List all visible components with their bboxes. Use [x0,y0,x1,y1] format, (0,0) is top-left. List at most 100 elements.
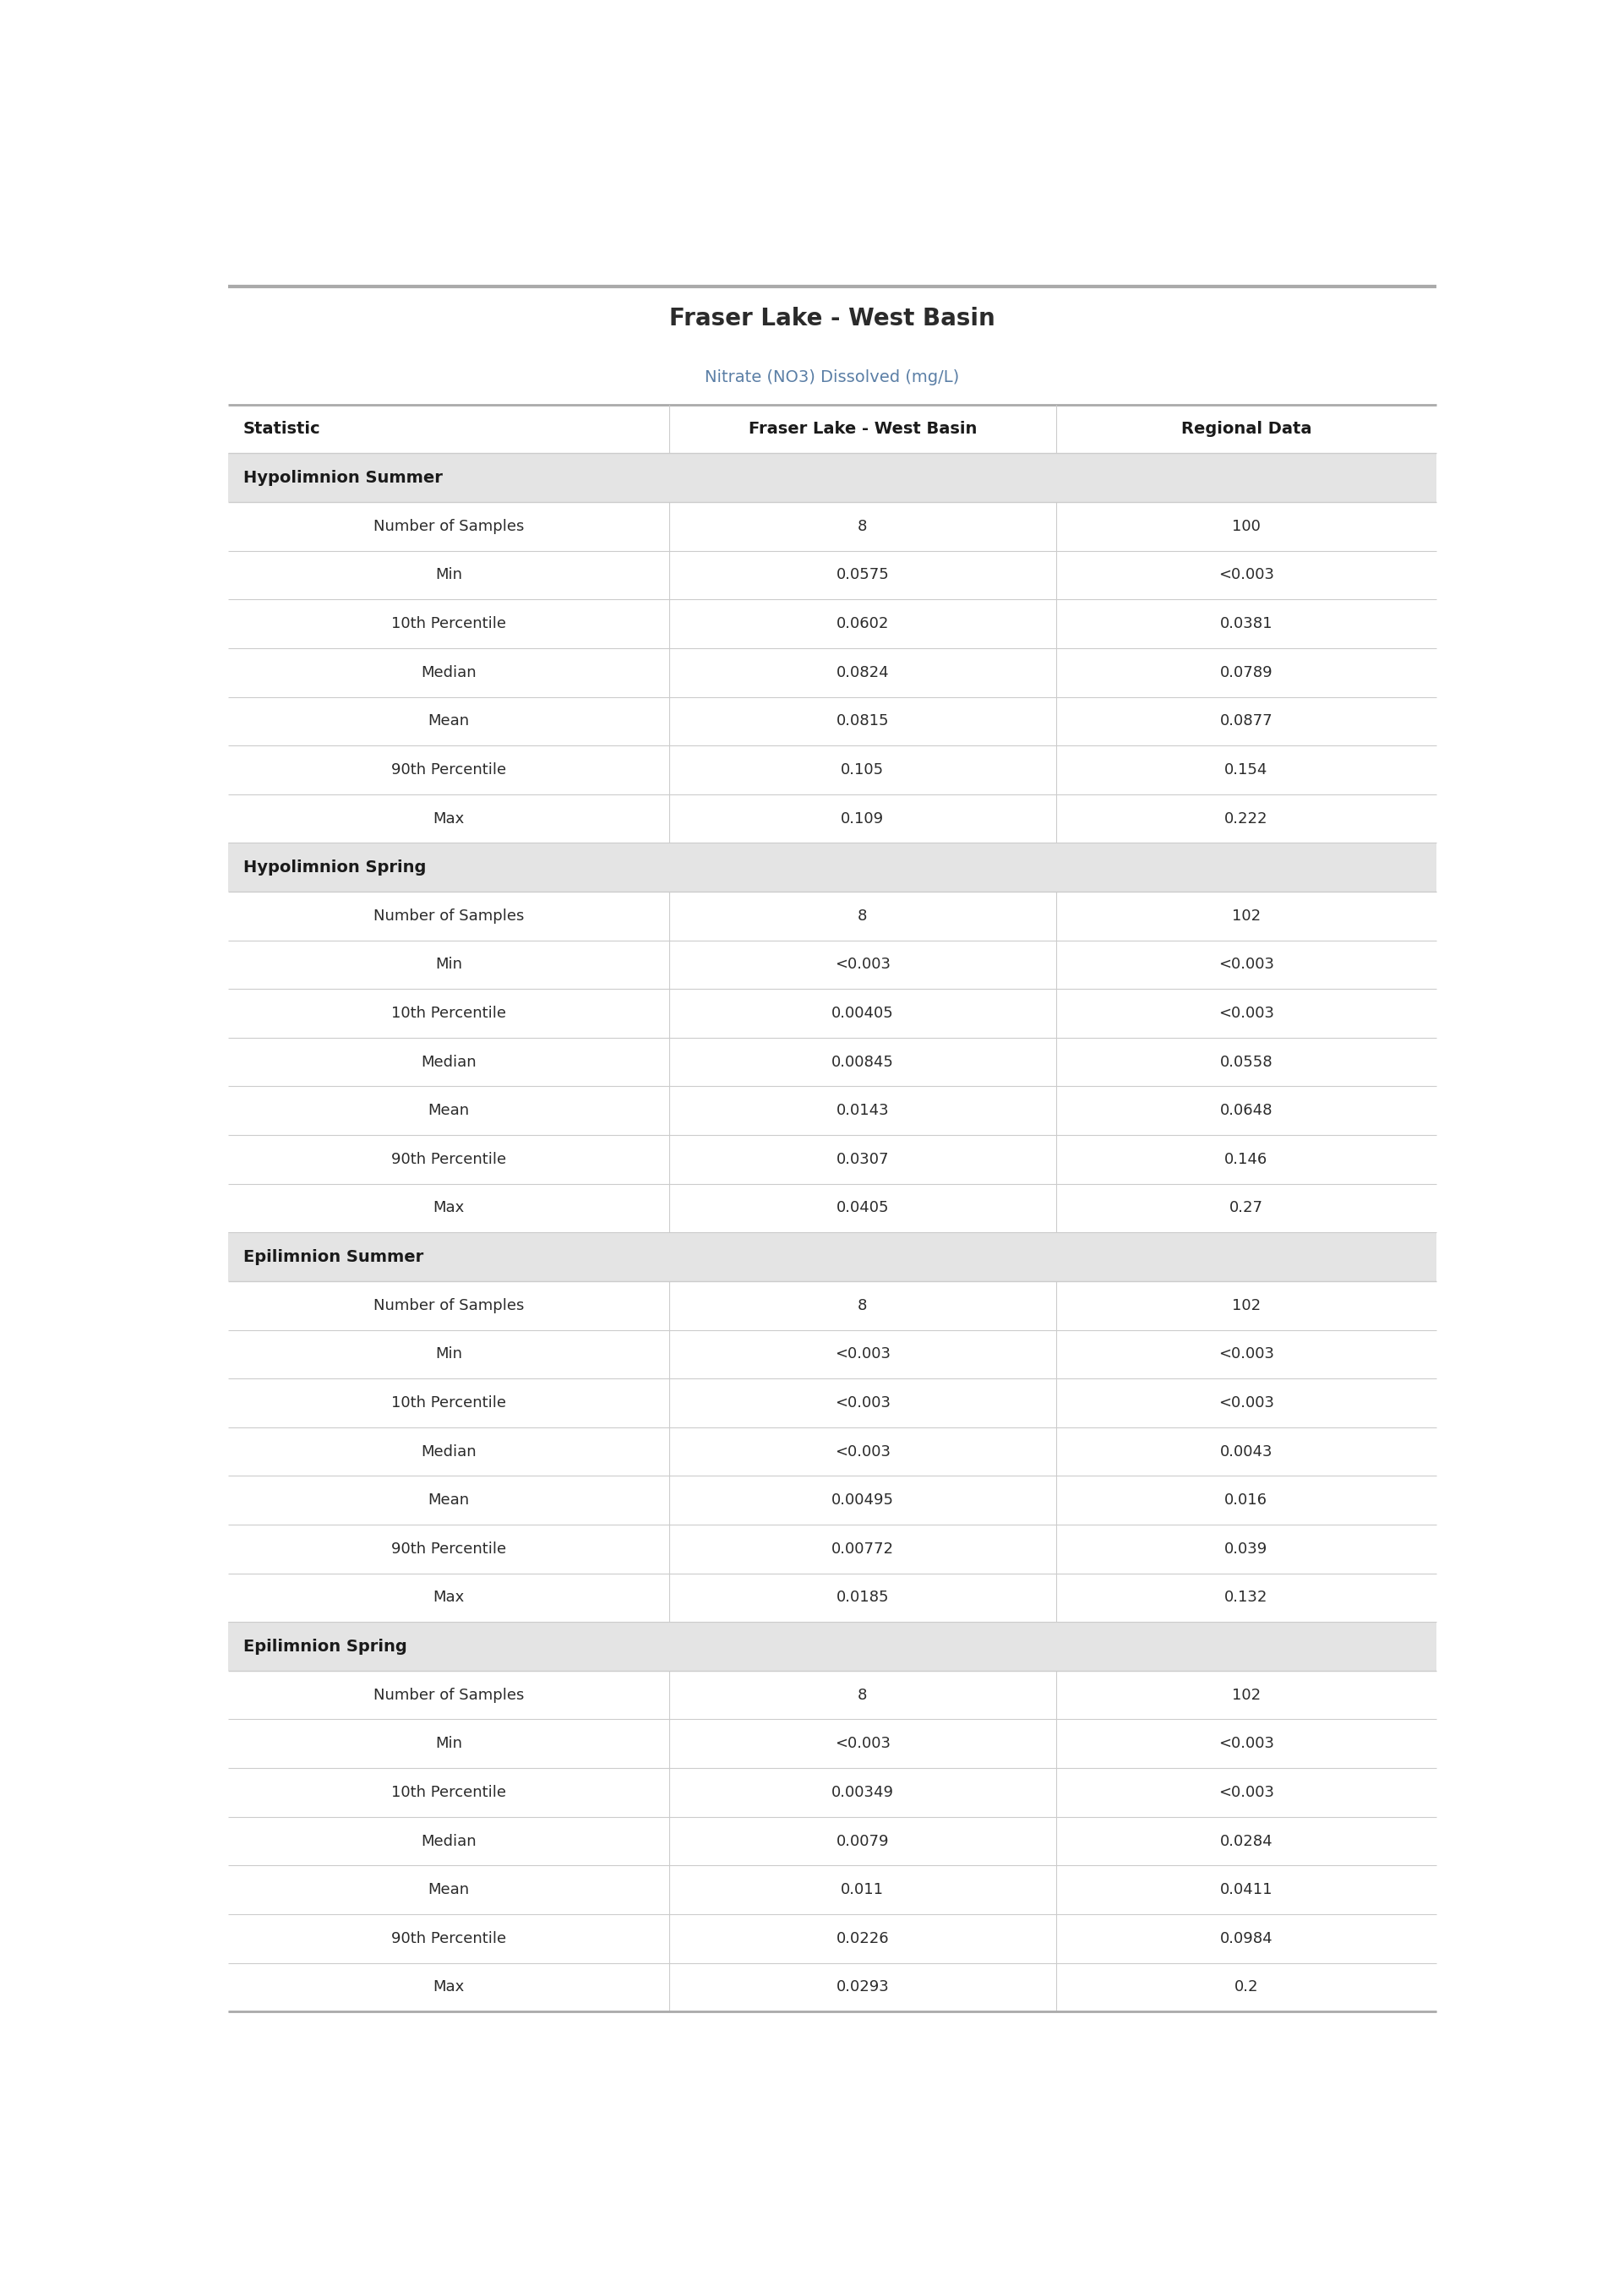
Text: 0.00405: 0.00405 [831,1006,893,1021]
Text: <0.003: <0.003 [1218,1396,1273,1410]
Text: 0.0877: 0.0877 [1220,713,1273,729]
Text: <0.003: <0.003 [835,1346,890,1362]
Text: 10th Percentile: 10th Percentile [391,1006,507,1021]
Text: 0.039: 0.039 [1224,1541,1268,1557]
Bar [227,842,1436,892]
Text: 0.0824: 0.0824 [836,665,888,681]
Text: <0.003: <0.003 [1218,568,1273,583]
Bar [227,1037,1436,1087]
Bar [227,794,1436,842]
Text: Mean: Mean [429,713,469,729]
Bar [227,1914,1436,1964]
Text: Statistic: Statistic [244,420,320,438]
Bar [227,1573,1436,1623]
Bar [227,892,1436,940]
Text: 0.00772: 0.00772 [831,1541,893,1557]
Text: Min: Min [435,1346,463,1362]
Bar [227,1233,1436,1280]
Bar [227,940,1436,990]
Text: 0.0405: 0.0405 [836,1201,888,1217]
Text: Number of Samples: Number of Samples [374,1687,525,1702]
Text: Min: Min [435,568,463,583]
Text: 102: 102 [1231,1687,1260,1702]
Text: <0.003: <0.003 [1218,1346,1273,1362]
Text: Hypolimnion Spring: Hypolimnion Spring [244,860,425,876]
Text: Max: Max [434,1979,464,1995]
Text: <0.003: <0.003 [835,1396,890,1410]
Bar [227,697,1436,745]
Text: 0.0411: 0.0411 [1220,1882,1273,1898]
Text: 0.0381: 0.0381 [1220,615,1273,631]
Text: Fraser Lake - West Basin: Fraser Lake - West Basin [669,306,996,329]
Bar [227,1718,1436,1768]
Bar [227,1768,1436,1816]
Text: 0.0226: 0.0226 [836,1932,888,1945]
Text: Number of Samples: Number of Samples [374,908,525,924]
Text: 10th Percentile: 10th Percentile [391,1396,507,1410]
Bar [227,990,1436,1037]
Text: 0.0815: 0.0815 [836,713,888,729]
Text: 0.0984: 0.0984 [1220,1932,1273,1945]
Text: Median: Median [421,1834,476,1848]
Text: Mean: Mean [429,1882,469,1898]
Text: 0.0558: 0.0558 [1220,1053,1273,1069]
Bar [227,404,1436,454]
Text: 0.154: 0.154 [1224,763,1268,776]
Bar [227,1280,1436,1330]
Text: Median: Median [421,1053,476,1069]
Text: <0.003: <0.003 [835,1737,890,1752]
Text: 90th Percentile: 90th Percentile [391,763,507,776]
Text: 0.0648: 0.0648 [1220,1103,1273,1119]
Text: 0.0284: 0.0284 [1220,1834,1273,1848]
Text: 8: 8 [857,1298,867,1312]
Text: Min: Min [435,1737,463,1752]
Text: 0.146: 0.146 [1224,1151,1268,1167]
Bar [227,1428,1436,1476]
Bar [227,1330,1436,1378]
Bar [227,1183,1436,1233]
Bar [227,599,1436,649]
Text: 90th Percentile: 90th Percentile [391,1932,507,1945]
Text: Nitrate (NO3) Dissolved (mg/L): Nitrate (NO3) Dissolved (mg/L) [705,370,960,386]
Bar [227,1135,1436,1183]
Bar [227,1671,1436,1718]
Text: Max: Max [434,1589,464,1605]
Text: Min: Min [435,958,463,972]
Text: <0.003: <0.003 [835,958,890,972]
Text: Mean: Mean [429,1103,469,1119]
Text: 0.0789: 0.0789 [1220,665,1273,681]
Text: <0.003: <0.003 [1218,1737,1273,1752]
Bar [227,502,1436,552]
Bar [227,286,1436,404]
Bar [227,454,1436,502]
Text: Hypolimnion Summer: Hypolimnion Summer [244,470,443,486]
Text: 100: 100 [1233,520,1260,533]
Text: 8: 8 [857,520,867,533]
Text: 0.132: 0.132 [1224,1589,1268,1605]
Text: <0.003: <0.003 [835,1444,890,1460]
Text: Number of Samples: Number of Samples [374,520,525,533]
Text: 0.0307: 0.0307 [836,1151,888,1167]
Text: Number of Samples: Number of Samples [374,1298,525,1312]
Text: <0.003: <0.003 [1218,958,1273,972]
Text: Epilimnion Spring: Epilimnion Spring [244,1639,408,1655]
Text: 0.00845: 0.00845 [831,1053,893,1069]
Text: 90th Percentile: 90th Percentile [391,1541,507,1557]
Text: Median: Median [421,1444,476,1460]
Bar [227,1964,1436,2011]
Bar [227,1525,1436,1573]
Bar [227,1866,1436,1914]
Text: 0.0143: 0.0143 [836,1103,888,1119]
Bar [227,552,1436,599]
Text: 0.00495: 0.00495 [831,1494,893,1507]
Text: 0.0293: 0.0293 [836,1979,888,1995]
Text: 0.0602: 0.0602 [836,615,888,631]
Text: Mean: Mean [429,1494,469,1507]
Text: 8: 8 [857,1687,867,1702]
Bar [227,1378,1436,1428]
Text: Epilimnion Summer: Epilimnion Summer [244,1249,424,1264]
Text: 0.0185: 0.0185 [836,1589,888,1605]
Text: 0.016: 0.016 [1224,1494,1268,1507]
Text: 90th Percentile: 90th Percentile [391,1151,507,1167]
Text: Median: Median [421,665,476,681]
